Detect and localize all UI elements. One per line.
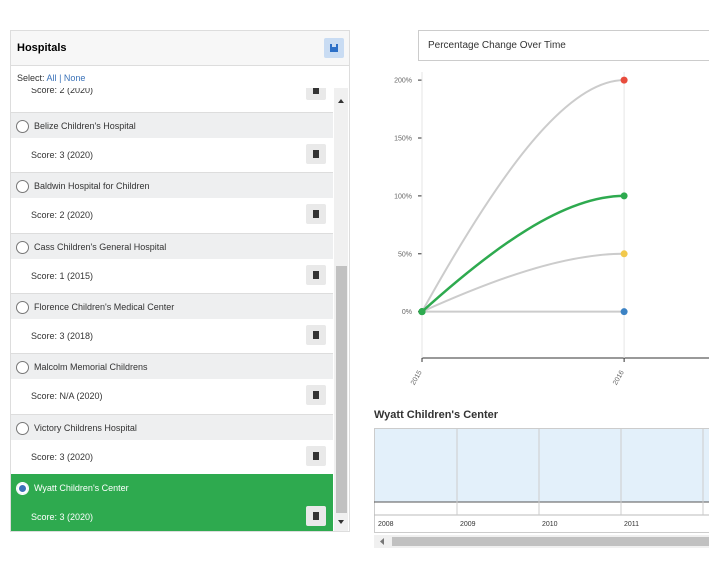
hospital-name-row[interactable]: Belize Children's Hospital (11, 112, 333, 139)
score-row: Score: 3 (2020) (11, 499, 333, 531)
timeline-year: 2009 (460, 521, 476, 528)
hospital-name-row[interactable]: Victory Childrens Hospital (11, 413, 333, 441)
series-line (421, 79, 625, 313)
score-row: Score: 3 (2020) (11, 138, 333, 172)
trash-icon (313, 330, 319, 339)
radio (16, 180, 29, 194)
scroll-arrow (380, 538, 384, 545)
hospital-name: Wyatt Children's Center (34, 482, 129, 493)
h-scroll-thumb[interactable] (392, 537, 709, 546)
hospital-name: Belize Children's Hospital (34, 121, 136, 131)
series-line (421, 252, 625, 313)
score-row: Score: 3 (2020) (11, 439, 333, 474)
chart: 0% 50% 100% 150% 200% 2015 2016 (394, 72, 709, 386)
data-point (620, 250, 628, 258)
hospital-name: Baldwin Hospital for Children (34, 181, 150, 192)
save-button[interactable] (324, 38, 344, 58)
y-tick-label: 50% (398, 251, 412, 258)
data-point (620, 308, 628, 316)
scroll-thumb[interactable] (336, 266, 347, 513)
radio (16, 120, 29, 133)
delete-button[interactable] (306, 144, 326, 164)
timeline-band (374, 428, 709, 502)
panel-title: Hospitals (11, 31, 349, 66)
timeline-title: Wyatt Children's Center (374, 409, 499, 421)
hospital-name-row[interactable]: Malcolm Memorial Childrens (11, 353, 333, 381)
radio (16, 361, 29, 375)
metric-select[interactable]: Percentage Change Over Time (418, 30, 709, 61)
delete-button[interactable] (306, 88, 326, 100)
data-point (620, 76, 628, 84)
y-tick-label: 0% (402, 309, 412, 316)
hospital-name-row[interactable]: Florence Children's Medical Center (11, 292, 333, 320)
score-row: Score: N/A (2020) (11, 379, 333, 414)
radio (16, 481, 29, 495)
y-tick-label: 200% (394, 78, 412, 85)
select-all[interactable]: All (46, 73, 57, 83)
select-none[interactable]: None (63, 73, 86, 83)
score-row: Score: 2 (2020) (11, 198, 333, 233)
hospital-name: Malcolm Memorial Childrens (34, 362, 148, 373)
separator: | (59, 73, 62, 83)
score-text: Score: 3 (2018) (31, 330, 94, 341)
delete-button[interactable] (306, 385, 326, 406)
trash-icon (313, 210, 319, 219)
score-row: Score: 1 (2015) (11, 258, 333, 293)
timeline-year: 2008 (378, 521, 394, 528)
score-text: Score: 2 (2020) (31, 88, 94, 95)
delete-button[interactable] (306, 505, 326, 526)
trash-icon (313, 511, 319, 520)
radio (16, 421, 29, 435)
score-row: Score: 3 (2018) (11, 318, 333, 353)
hospital-name: Cass Children's General Hospital (34, 241, 167, 252)
score-text: Score: 3 (2020) (31, 150, 94, 160)
delete-button[interactable] (306, 264, 326, 285)
hospital-name-row[interactable]: Cass Children's General Hospital (11, 232, 333, 260)
timeline-frame (374, 428, 709, 533)
trash-icon (313, 451, 319, 460)
save-icon (330, 44, 338, 52)
y-tick-label: 100% (394, 193, 412, 200)
score-row: Score: 2 (2020) (11, 88, 333, 110)
hospital-name-row[interactable]: Wyatt Children's Center (11, 473, 333, 501)
select-label: Select: (17, 73, 45, 83)
timeline: 2008 2009 2010 2011 (374, 428, 709, 548)
score-text: Score: 2 (2020) (31, 210, 94, 221)
hospital-name-row[interactable]: Baldwin Hospital for Children (11, 172, 333, 200)
timeline-year: 2011 (624, 521, 639, 528)
trash-icon (313, 150, 319, 158)
trash-icon (313, 270, 319, 279)
series-line (421, 194, 625, 313)
radio (16, 300, 29, 314)
delete-button[interactable] (306, 445, 326, 466)
x-tick-label: 2015 (410, 369, 424, 386)
y-tick-label: 150% (394, 136, 412, 143)
radio (16, 240, 29, 254)
data-point (418, 308, 426, 316)
hospital-name: Florence Children's Medical Center (34, 301, 175, 312)
delete-button[interactable] (306, 204, 326, 225)
score-text: Score: 1 (2015) (31, 270, 94, 281)
x-tick-label: 2016 (612, 369, 626, 386)
delete-button[interactable] (306, 324, 326, 345)
timeline-year: 2010 (542, 521, 558, 528)
hospital-panel: Hospitals Select: All | None Score: 2 (2… (10, 30, 350, 532)
trash-icon (313, 391, 319, 400)
score-text: Score: 3 (2020) (31, 511, 94, 522)
hospital-name: Victory Childrens Hospital (34, 422, 137, 433)
trash-icon (313, 88, 319, 94)
data-point (620, 192, 628, 200)
score-text: Score: 3 (2020) (31, 451, 94, 462)
score-text: Score: N/A (2020) (31, 391, 103, 402)
hospital-list: Score: 2 (2020) Belize Children's Hospita… (11, 88, 333, 531)
select-bar: Select: All | None (17, 73, 85, 83)
